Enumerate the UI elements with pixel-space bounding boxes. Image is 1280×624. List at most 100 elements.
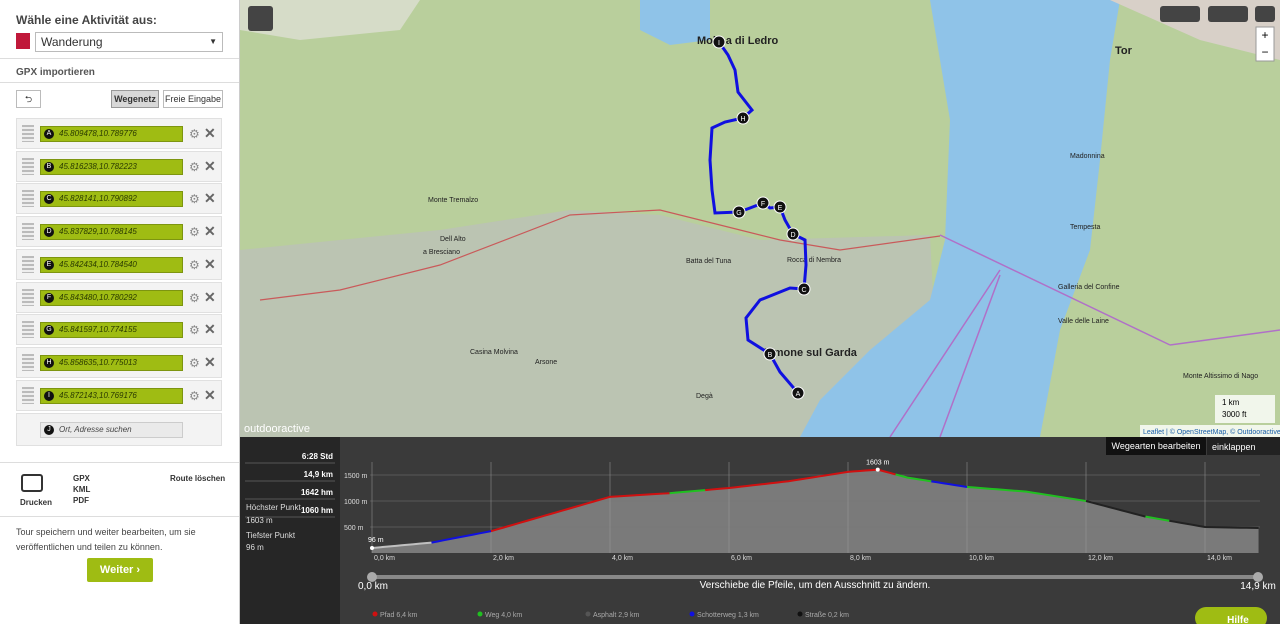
waypoint-letter: F [44, 292, 54, 303]
activity-select[interactable]: Wanderung ▼ [35, 32, 223, 52]
remove-icon[interactable]: ✕ [204, 125, 216, 141]
waypoint-marker[interactable] [797, 282, 811, 296]
format-link[interactable]: GPX [73, 474, 90, 483]
waypoint-field[interactable]: I 45.872143,10.769176 [40, 387, 183, 404]
range-handle[interactable] [1253, 572, 1263, 582]
remove-icon[interactable]: ✕ [204, 321, 216, 338]
tab-button[interactable]: Freie Eingabe [163, 90, 223, 108]
map[interactable]: + − 1 km 3000 ft Leaflet | © OpenStreetM… [240, 0, 1280, 437]
settings-icon[interactable]: ⚙ [189, 192, 200, 207]
legend-label: Weg 4,0 km [485, 612, 522, 619]
waypoint-marker[interactable] [791, 386, 805, 400]
collapse-button[interactable] [1207, 437, 1280, 455]
crop-button[interactable] [248, 6, 273, 31]
waypoint-marker[interactable] [736, 111, 750, 125]
profile-line [371, 541, 432, 550]
edit-button[interactable] [1106, 437, 1206, 455]
profile-line [705, 468, 896, 492]
marker-letter: F [761, 201, 765, 208]
settings-icon[interactable]: ⚙ [189, 388, 200, 403]
drag-handle[interactable] [22, 125, 34, 142]
waypoint-marker[interactable] [712, 35, 726, 49]
waypoint-field[interactable]: A 45.809478,10.789776 [40, 126, 183, 142]
profile-line [966, 485, 1087, 502]
marker-letter: C [801, 287, 806, 294]
place-label: Tor [1115, 45, 1133, 57]
drag-handle[interactable] [22, 255, 34, 273]
waypoint-marker[interactable] [732, 205, 746, 219]
settings-icon[interactable]: ⚙ [189, 127, 200, 141]
settings-icon[interactable]: ⚙ [189, 323, 200, 338]
remove-icon[interactable]: ✕ [204, 386, 216, 403]
waypoint-letter: E [44, 259, 54, 270]
place-label: Monte Tremalzo [428, 197, 478, 204]
waypoint-marker[interactable] [786, 227, 800, 241]
waypoint-field[interactable]: G 45.841597,10.774155 [40, 322, 183, 339]
range-end: 14,9 km [1240, 581, 1276, 592]
profile-line [895, 473, 932, 483]
remove-icon[interactable]: ✕ [204, 223, 216, 240]
delete-route[interactable]: Route löschen [170, 474, 226, 483]
gpx-import[interactable]: GPX importieren [16, 67, 95, 78]
waypoint-field[interactable]: H 45.858635,10.775013 [40, 354, 183, 371]
settings-icon[interactable]: ⚙ [189, 159, 200, 174]
marker-letter: H [740, 116, 745, 123]
profile-line [490, 492, 670, 533]
remove-icon[interactable]: ✕ [204, 353, 216, 370]
tab-button[interactable]: Wegenetz [111, 90, 159, 108]
attribution[interactable]: Leaflet | © OpenStreetMap, © Outdooracti… [1143, 428, 1280, 436]
zoom-in[interactable]: + [1261, 28, 1268, 42]
format-link[interactable]: KML [73, 485, 91, 494]
road [259, 209, 941, 301]
next-label: Weiter [99, 564, 134, 576]
search-field[interactable]: J Ort, Adresse suchen [40, 422, 183, 438]
help-button[interactable] [1195, 607, 1267, 624]
settings-icon[interactable]: ⚙ [189, 257, 200, 272]
waypoint-field[interactable]: B 45.816238,10.782223 [40, 158, 183, 175]
drag-handle[interactable] [22, 190, 34, 208]
zoom-out[interactable]: − [1261, 45, 1268, 59]
waypoint-marker[interactable] [773, 200, 787, 214]
remove-icon[interactable]: ✕ [204, 190, 216, 207]
start-label: 96 m [368, 537, 384, 544]
drag-handle[interactable] [22, 223, 34, 241]
remove-icon[interactable]: ✕ [204, 288, 216, 305]
drag-handle[interactable] [22, 288, 34, 306]
y-tick-label: 500 m [344, 525, 364, 532]
drag-handle[interactable] [22, 386, 34, 404]
drag-handle[interactable] [22, 157, 34, 175]
place-label: Molina di Ledro [697, 35, 779, 47]
next-button[interactable]: Weiter › [87, 558, 153, 582]
settings-icon[interactable]: ⚙ [189, 225, 200, 240]
settings-icon[interactable]: ⚙ [189, 355, 200, 370]
drag-handle[interactable] [22, 353, 34, 371]
place-label: Madonnina [1070, 153, 1105, 160]
waypoint-marker[interactable] [756, 196, 770, 210]
remove-icon[interactable]: ✕ [204, 157, 216, 174]
divider [0, 82, 239, 83]
zoom-control[interactable] [1255, 26, 1275, 62]
y-tick-label: 1500 m [344, 473, 368, 480]
waypoint-field[interactable]: D 45.837829,10.788145 [40, 224, 183, 241]
layer-button[interactable] [1208, 6, 1248, 22]
waypoint-letter: B [44, 161, 54, 172]
layer-button[interactable] [1160, 6, 1200, 22]
waypoint-letter: H [44, 357, 54, 368]
settings-icon[interactable]: ⚙ [189, 290, 200, 305]
fullscreen-button[interactable] [1255, 6, 1275, 22]
range-handle[interactable] [367, 572, 377, 582]
waypoint-field[interactable]: C 45.828141,10.790892 [40, 191, 183, 208]
undo-button[interactable]: ⮌ [16, 90, 41, 108]
waypoint-field[interactable]: F 45.843480,10.780292 [40, 289, 183, 306]
drag-handle[interactable] [22, 321, 34, 339]
print-label[interactable]: Drucken [20, 498, 53, 507]
format-link[interactable]: PDF [73, 496, 89, 505]
profile-line [669, 489, 706, 495]
waypoint-field[interactable]: E 45.842434,10.784540 [40, 256, 183, 273]
remove-icon[interactable]: ✕ [204, 255, 216, 272]
waypoint-row: F 45.843480,10.780292 ⚙ ✕ [16, 281, 222, 313]
y-tick-label: 1000 m [344, 499, 368, 506]
activity-icon [16, 33, 30, 49]
waypoint-marker[interactable] [763, 347, 777, 361]
print-icon[interactable] [21, 474, 43, 492]
